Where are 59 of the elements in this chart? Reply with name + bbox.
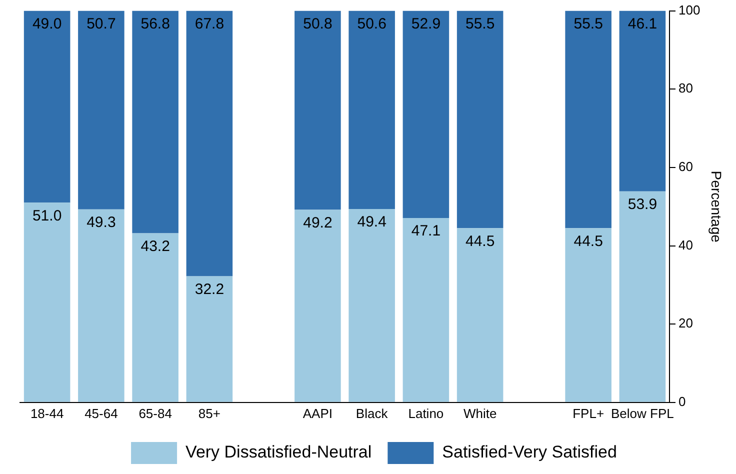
bar: [402, 218, 450, 402]
x-tick-label: 18-44: [30, 406, 64, 421]
y-tick-label: 40: [678, 237, 693, 252]
data-label: 49.3: [86, 214, 116, 231]
x-tick-label: 65-84: [138, 406, 172, 421]
data-label: 51.0: [32, 207, 62, 224]
bar: [24, 10, 70, 203]
y-tick-label: 100: [678, 2, 700, 18]
x-tick-label: 85+: [198, 406, 220, 421]
data-label: 49.4: [357, 214, 386, 231]
x-tick-label: Below FPL: [611, 406, 674, 421]
bar: [348, 208, 395, 402]
bar: [456, 228, 504, 402]
data-label: 32.2: [194, 280, 224, 298]
y-tick-label: 0: [678, 394, 686, 409]
bar: [402, 10, 450, 218]
y-axis-title: Percentage: [708, 170, 725, 243]
x-tick-label: Latino: [408, 406, 444, 421]
data-label: 49.2: [303, 214, 332, 232]
data-label: 67.8: [194, 15, 224, 32]
data-label: 56.8: [140, 15, 170, 32]
data-label: 53.9: [628, 196, 658, 213]
bar: [294, 210, 341, 402]
y-tick-label: 60: [678, 159, 693, 174]
data-label: 50.6: [357, 15, 386, 32]
bar: [348, 10, 395, 209]
data-label: 49.0: [32, 15, 62, 32]
bar: [294, 10, 341, 210]
bar: [132, 10, 178, 234]
bar: [186, 10, 233, 276]
x-tick-label: 45-64: [84, 406, 118, 421]
bar: [565, 228, 612, 402]
x-tick-label: AAPI: [302, 406, 333, 421]
bar: [78, 209, 124, 402]
data-label: 44.5: [465, 232, 495, 250]
data-label: 50.7: [86, 15, 116, 32]
data-label: 44.5: [574, 232, 603, 250]
y-tick-label: 80: [678, 80, 693, 96]
bar: [24, 202, 70, 402]
bar: [565, 10, 612, 228]
bar: [78, 10, 124, 210]
bar: [132, 233, 178, 402]
x-tick-label: White: [463, 406, 497, 421]
data-label: 50.8: [303, 15, 332, 32]
bar: [186, 276, 233, 402]
x-tick-label: Black: [356, 406, 388, 421]
data-label: 52.9: [411, 15, 441, 32]
legend-label: Very Dissatisfied-Neutral: [186, 442, 372, 462]
data-label: 47.1: [411, 222, 441, 240]
bar: [619, 10, 666, 192]
legend-label: Satisfied-Very Satisfied: [442, 442, 617, 462]
data-label: 55.5: [574, 15, 603, 32]
y-tick-label: 20: [678, 316, 693, 331]
data-label: 43.2: [140, 238, 170, 255]
data-label: 55.5: [465, 15, 495, 32]
bar: [619, 191, 666, 402]
x-tick-label: FPL+: [572, 406, 604, 421]
data-label: 46.1: [628, 15, 658, 32]
bar: [456, 10, 504, 228]
